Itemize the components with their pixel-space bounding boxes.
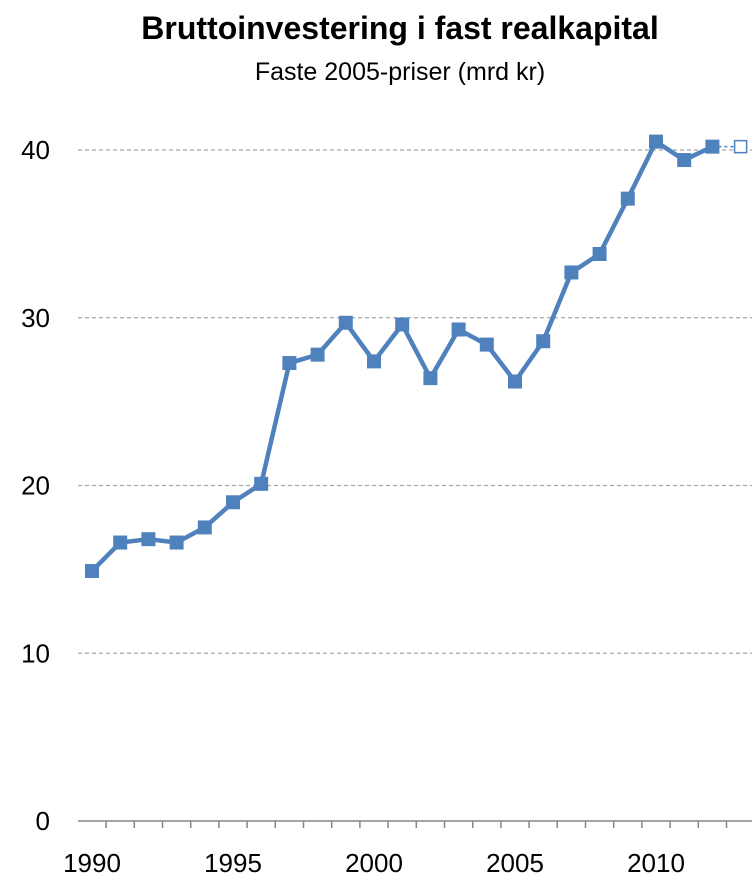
data-point bbox=[649, 134, 663, 149]
x-tick-label: 2010 bbox=[627, 848, 685, 878]
data-point bbox=[169, 535, 184, 550]
data-point bbox=[620, 191, 635, 206]
y-tick-label: 0 bbox=[36, 806, 50, 836]
chart-subtitle: Faste 2005-priser (mrd kr) bbox=[254, 58, 546, 86]
data-point bbox=[677, 153, 692, 168]
x-tick-label: 2005 bbox=[486, 848, 544, 878]
data-point bbox=[705, 139, 720, 154]
y-tick-label: 20 bbox=[21, 471, 50, 501]
x-tick-label: 1995 bbox=[204, 848, 262, 878]
x-tick-label: 1990 bbox=[63, 848, 121, 878]
data-point bbox=[451, 322, 466, 337]
data-point bbox=[254, 476, 269, 491]
y-tick-label: 40 bbox=[21, 135, 50, 165]
data-point bbox=[592, 247, 607, 262]
data-point bbox=[282, 356, 297, 371]
data-point bbox=[536, 334, 551, 349]
x-tick-label: 2000 bbox=[345, 848, 403, 878]
data-point bbox=[564, 265, 579, 280]
data-point bbox=[423, 371, 438, 386]
series-line bbox=[90, 139, 714, 573]
data-point bbox=[508, 374, 522, 389]
data-point bbox=[395, 317, 410, 332]
data-point bbox=[338, 315, 353, 330]
projection-point bbox=[733, 139, 748, 154]
data-point bbox=[197, 520, 212, 535]
data-point bbox=[226, 495, 240, 510]
data-point bbox=[367, 354, 381, 369]
data-point bbox=[479, 337, 494, 352]
chart-title: Bruttoinvestering i fast realkapital bbox=[141, 10, 659, 46]
data-point bbox=[85, 564, 99, 579]
data-point bbox=[141, 532, 156, 547]
y-tick-label: 30 bbox=[21, 303, 50, 333]
data-point bbox=[113, 535, 128, 550]
data-point bbox=[310, 347, 325, 362]
y-tick-label: 10 bbox=[21, 638, 50, 668]
